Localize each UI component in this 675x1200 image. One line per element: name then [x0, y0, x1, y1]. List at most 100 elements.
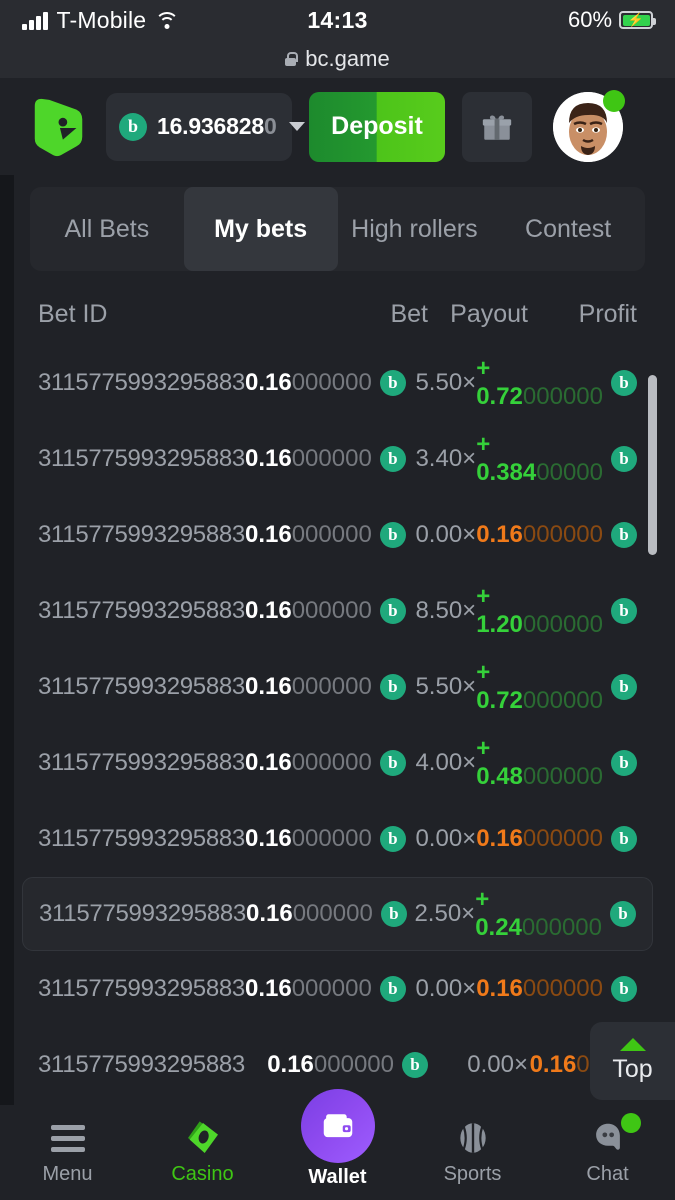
bc-coin-icon: b [611, 522, 637, 548]
cell-bet: 0.16000000 b [245, 369, 406, 397]
nav-label-chat: Chat [586, 1163, 629, 1185]
bc-coin-icon: b [379, 750, 406, 776]
casino-diamond-icon [183, 1119, 223, 1157]
bc-coin-icon: b [611, 826, 637, 852]
bc-coin-icon: b [379, 522, 406, 548]
bc-coin-icon: b [611, 598, 637, 624]
bc-coin-icon: b [379, 370, 406, 396]
online-status-dot [603, 89, 625, 112]
bets-tab-bar: All Bets My bets High rollers Contest [30, 187, 645, 271]
table-row[interactable]: 3115775993295883 0.16000000 b 5.50× + 0.7… [14, 649, 661, 725]
table-row[interactable]: 3115775993295883 0.16000000 b 2.50× + 0.2… [22, 877, 653, 951]
table-row[interactable]: 3115775993295883 0.16000000 b 3.40× + 0.3… [14, 421, 661, 497]
bc-coin-icon: b [611, 674, 637, 700]
bcgame-logo-icon[interactable] [28, 96, 90, 158]
url-label: bc.game [305, 46, 390, 71]
wifi-icon [155, 11, 180, 29]
cell-bet: 0.16000000 b [245, 597, 406, 625]
nav-item-wallet[interactable]: Wallet [270, 1089, 405, 1200]
bc-coin-icon: b [611, 446, 637, 472]
app-header: b 16.9368280 Deposit [0, 78, 675, 175]
column-header-bet: Bet [390, 299, 428, 328]
table-header: Bet ID Bet Payout Profit [14, 283, 661, 345]
lock-icon [285, 52, 299, 66]
cell-profit: + 0.24000000 b [475, 886, 636, 942]
tab-all-bets[interactable]: All Bets [64, 214, 150, 243]
tab-my-bets[interactable]: My bets [183, 187, 338, 271]
bets-panel: All Bets My bets High rollers Contest Be… [14, 175, 661, 1105]
table-row[interactable]: 3115775993295883 0.16000000 b 4.00× + 0.4… [14, 725, 661, 801]
cellular-bars-icon [22, 11, 48, 30]
scroll-to-top-label: Top [612, 1055, 653, 1083]
clock-label: 14:13 [307, 6, 368, 33]
cell-profit: + 0.48000000 b [476, 735, 637, 791]
cell-bet-id: 3115775993295883 [38, 749, 245, 776]
nav-label-wallet: Wallet [308, 1166, 367, 1188]
bc-coin-icon: b [611, 370, 637, 396]
vertical-scrollbar[interactable] [648, 375, 657, 555]
cell-payout: 0.00× [415, 975, 477, 1002]
browser-url-bar[interactable]: bc.game [0, 40, 675, 78]
cell-profit: 0.16000000 b [476, 521, 637, 549]
cell-payout: 2.50× [414, 900, 476, 927]
nav-item-chat[interactable]: Chat [540, 1105, 675, 1200]
basketball-icon [454, 1119, 492, 1157]
cell-payout: 3.40× [415, 445, 477, 472]
balance-dim: 0 [263, 113, 277, 139]
scroll-to-top-button[interactable]: Top [590, 1022, 675, 1100]
status-bar: T-Mobile 14:13 60% ⚡ [0, 0, 675, 40]
table-row[interactable]: 3115775993295883 0.16000000 b 5.50× + 0.7… [14, 345, 661, 421]
cell-profit: + 0.38400000 b [476, 431, 637, 487]
cell-payout: 5.50× [415, 673, 477, 700]
cell-bet-id: 3115775993295883 [38, 597, 245, 624]
chat-unread-dot [621, 1113, 641, 1133]
chevron-down-icon[interactable] [288, 122, 305, 131]
tab-contest[interactable]: Contest [525, 214, 612, 243]
cell-bet-id: 3115775993295883 [38, 673, 245, 700]
cell-bet: 0.16000000 b [245, 749, 406, 777]
chat-ghost-icon [589, 1119, 627, 1157]
cell-payout: 8.50× [415, 597, 477, 624]
bc-coin-icon: b [611, 976, 637, 1002]
bc-coin-icon: b [379, 446, 406, 472]
tab-high-rollers[interactable]: High rollers [351, 214, 478, 243]
battery-percent-label: 60% [567, 7, 613, 32]
hamburger-menu-icon [50, 1119, 85, 1157]
cell-bet-id: 3115775993295883 [38, 825, 245, 852]
table-row[interactable]: 3115775993295883 0.16000000 b 8.50× + 1.2… [14, 573, 661, 649]
nav-item-sports[interactable]: Sports [405, 1105, 540, 1200]
bets-table-body: 3115775993295883 0.16000000 b 5.50× + 0.7… [14, 345, 661, 1103]
cell-profit: + 0.72000000 b [476, 355, 637, 411]
cell-bet: 0.16000000 b [246, 900, 407, 928]
cell-payout: 0.00× [415, 521, 477, 548]
cell-bet-id: 3115775993295883 [38, 369, 245, 396]
balance-selector[interactable]: b 16.9368280 [106, 92, 305, 161]
cell-payout: 5.50× [415, 369, 477, 396]
nav-item-casino[interactable]: Casino [135, 1105, 270, 1200]
cell-payout: 4.00× [415, 749, 477, 776]
battery-charging-icon: ⚡ [619, 11, 657, 29]
carrier-label: T-Mobile [56, 6, 147, 33]
cell-bet-id: 3115775993295883 [38, 521, 245, 548]
gift-button[interactable] [462, 91, 532, 162]
user-avatar [553, 91, 623, 162]
cell-profit: + 0.72000000 b [476, 659, 637, 715]
bc-coin-icon: b [402, 1052, 428, 1078]
cell-bet-id: 3115775993295883 [38, 1051, 245, 1078]
nav-item-menu[interactable]: Menu [0, 1105, 135, 1200]
cell-bet: 0.16000000 b [245, 445, 406, 473]
status-bar-right: 60% ⚡ [368, 7, 657, 33]
bc-coin-icon: b [610, 901, 636, 927]
avatar-button[interactable] [553, 89, 625, 162]
bc-coin-icon: b [380, 901, 407, 927]
page-gutter [0, 175, 14, 1105]
cell-bet: 0.16000000 b [245, 975, 406, 1003]
deposit-button[interactable]: Deposit [309, 91, 445, 162]
nav-label-menu: Menu [42, 1163, 93, 1185]
wallet-icon [300, 1089, 375, 1163]
